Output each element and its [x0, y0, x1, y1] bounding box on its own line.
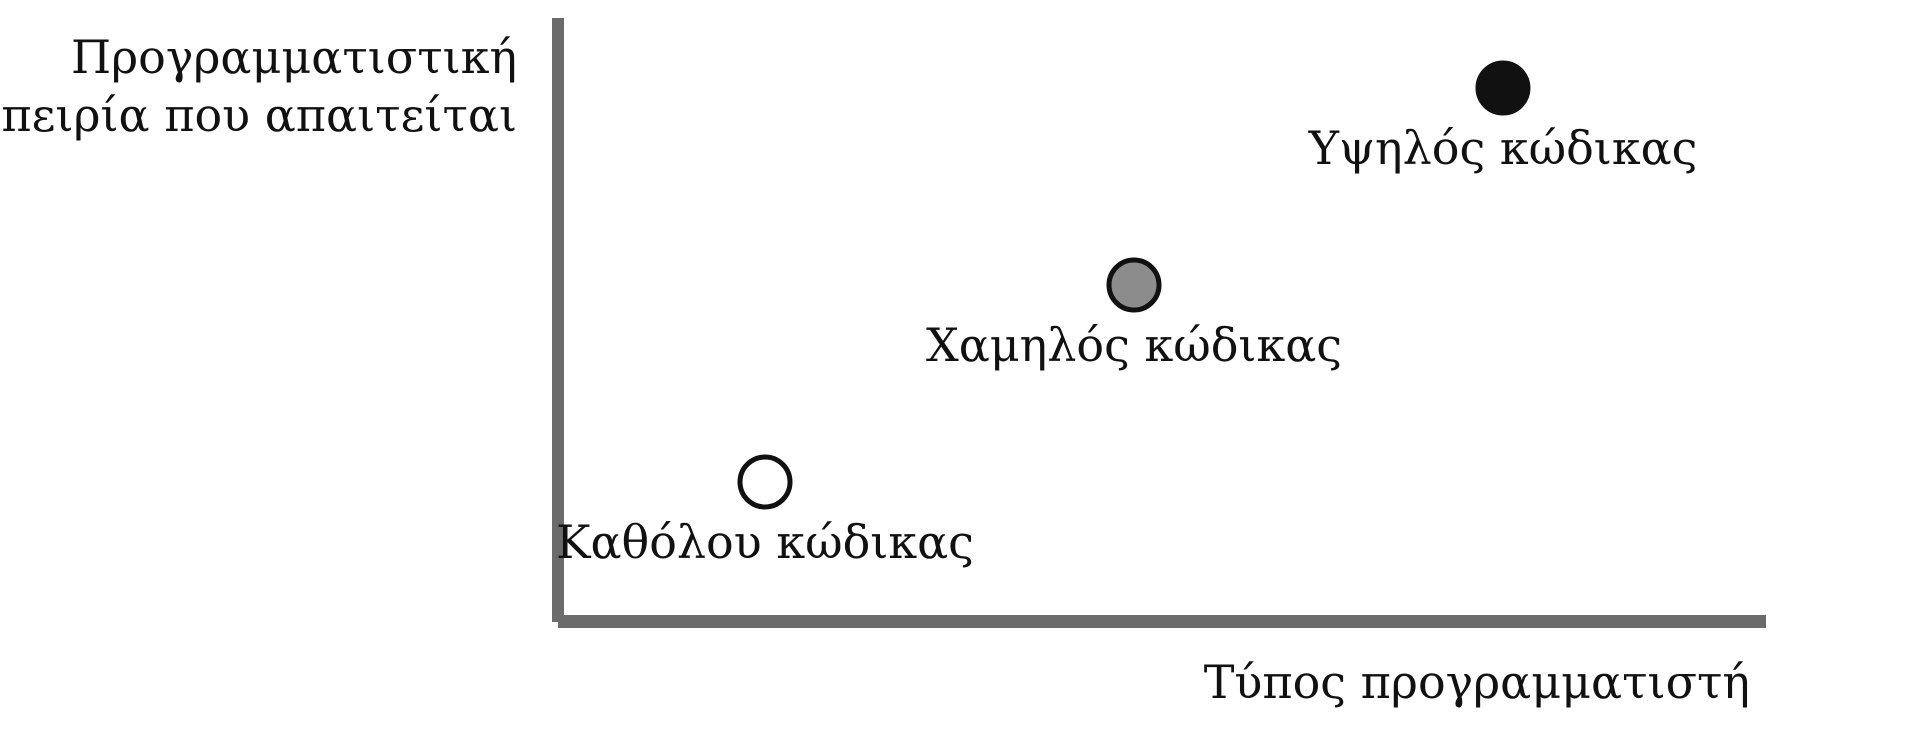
label-low-code: Χαμηλός κώδικας: [925, 318, 1343, 372]
y-axis-title: Προγραμματιστική εμπειρία που απαιτείται: [0, 28, 517, 144]
y-axis: [552, 18, 564, 622]
markers: [737, 60, 1531, 510]
marker-low-code: [1106, 257, 1162, 313]
marker-high-code: [1475, 60, 1531, 116]
marker-no-code: [737, 454, 793, 510]
y-axis-title-line-1: Προγραμματιστική: [71, 30, 517, 84]
y-axis-title-line-2: εμπειρία που απαιτείται: [0, 88, 517, 142]
label-high-code: Υψηλός κώδικας: [1308, 121, 1698, 175]
label-no-code: Καθόλου κώδικας: [556, 515, 974, 569]
x-axis-title: Τύπος προγραμματιστή: [1203, 655, 1750, 709]
x-axis: [558, 615, 1766, 628]
